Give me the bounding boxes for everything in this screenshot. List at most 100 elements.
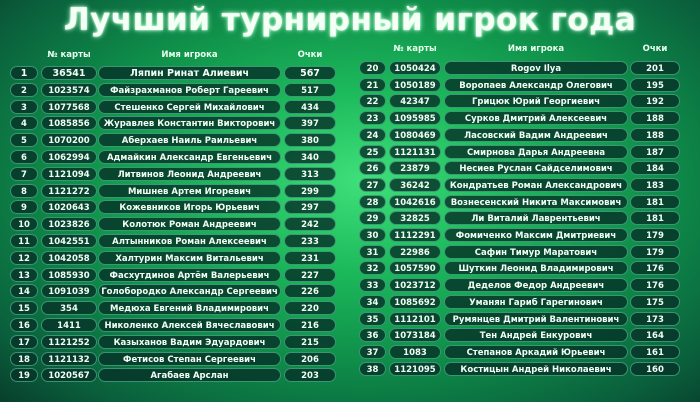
cell-rank: 18	[10, 351, 38, 366]
cell-name: Смирнова Дарья Андреевна	[444, 144, 628, 159]
cell-points: 299	[284, 183, 336, 198]
cell-points: 517	[284, 82, 336, 97]
cell-card: 42347	[389, 94, 441, 109]
cell-name: Мишнев Артем Игоревич	[98, 183, 281, 198]
cell-points: 161	[630, 344, 680, 359]
cell-card: 1083	[389, 344, 441, 359]
cell-card: 1050424	[389, 61, 441, 75]
cell-card: 1095985	[389, 111, 441, 126]
cell-name: Костицын Андрей Николаевич	[444, 361, 628, 376]
cell-rank: 32	[359, 261, 386, 276]
cell-rank: 6	[10, 150, 38, 164]
cell-points: 216	[284, 318, 336, 332]
cell-points: 179	[630, 244, 680, 259]
cell-name: Кондратьев Роман Александрович	[444, 177, 628, 192]
cell-card: 22986	[389, 244, 441, 259]
cell-card: 1042616	[389, 194, 441, 209]
cell-points: 206	[284, 351, 336, 366]
cell-name: Фомиченко Максим Дмитриевич	[444, 228, 628, 242]
cell-name: Ласовский Вадим Андреевич	[444, 127, 628, 142]
cell-rank: 14	[10, 284, 38, 299]
cell-points: 313	[284, 166, 336, 181]
cell-points: 203	[284, 368, 336, 383]
cell-card: 1112291	[389, 228, 441, 242]
cell-rank: 5	[10, 133, 38, 148]
cell-rank: 9	[10, 200, 38, 215]
cell-points: 192	[630, 94, 680, 109]
header-name: Имя игрока	[507, 44, 565, 54]
cell-rank: 31	[359, 244, 386, 259]
cell-points: 201	[630, 61, 680, 75]
cell-card: 1121131	[389, 144, 441, 159]
cell-name: Степанов Аркадий Юрьевич	[444, 344, 628, 359]
cell-points: 184	[630, 161, 680, 176]
cell-card: 1023826	[41, 217, 97, 232]
cell-rank: 24	[359, 127, 386, 142]
cell-points: 397	[284, 116, 336, 131]
cell-rank: 22	[359, 94, 386, 109]
cell-name: Голобородко Александр Сергеевич	[98, 284, 281, 299]
cell-points: 173	[630, 311, 680, 326]
cell-name: Агабаев Арслан	[98, 368, 281, 383]
cell-rank: 10	[10, 217, 38, 232]
cell-rank: 23	[359, 111, 386, 126]
cell-rank: 36	[359, 328, 386, 343]
cell-rank: 12	[10, 250, 38, 265]
cell-points: 188	[630, 111, 680, 126]
cell-card: 36242	[389, 177, 441, 192]
cell-rank: 29	[359, 211, 386, 226]
cell-name: Несиев Руслан Сайдселимович	[444, 161, 628, 176]
cell-points: 183	[630, 177, 680, 192]
cell-rank: 35	[359, 311, 386, 326]
cell-points: 380	[284, 133, 336, 148]
cell-card: 1121094	[41, 166, 97, 181]
cell-card: 1112101	[389, 311, 441, 326]
cell-name: Сафин Тимур Маратович	[444, 244, 628, 259]
cell-name: Шуткин Леонид Владимирович	[444, 261, 628, 276]
cell-card: 1020567	[41, 368, 97, 383]
cell-card: 1077568	[41, 99, 97, 114]
cell-card: 1085930	[41, 267, 97, 282]
cell-points: 164	[630, 328, 680, 343]
cell-rank: 34	[359, 294, 386, 309]
cell-rank: 20	[359, 61, 386, 75]
cell-rank: 37	[359, 344, 386, 359]
cell-card: 1121132	[41, 351, 97, 366]
cell-name: Литвинов Леонид Андреевич	[98, 166, 281, 181]
cell-rank: 15	[10, 301, 38, 316]
cell-card: 1091039	[41, 284, 97, 299]
cell-name: Сурков Дмитрий Алексеевич	[444, 111, 628, 126]
cell-rank: 33	[359, 278, 386, 293]
cell-name: Колотюк Роман Андреевич	[98, 217, 281, 232]
cell-rank: 11	[10, 234, 38, 248]
cell-points: 231	[284, 250, 336, 265]
cell-points: 181	[630, 211, 680, 226]
cell-rank: 16	[10, 318, 38, 332]
cell-name: Кожевников Игорь Юрьевич	[98, 200, 281, 215]
cell-card: 1020643	[41, 200, 97, 215]
cell-rank: 17	[10, 334, 38, 349]
cell-card: 354	[41, 301, 97, 316]
page-title: Лучший турнирный игрок года	[63, 2, 637, 38]
cell-points: 297	[284, 200, 336, 215]
cell-card: 36541	[41, 66, 97, 80]
cell-card: 23879	[389, 161, 441, 176]
cell-card: 1062994	[41, 150, 97, 164]
cell-rank: 13	[10, 267, 38, 282]
cell-card: 1085692	[389, 294, 441, 309]
header-points: Очки	[642, 44, 668, 54]
cell-card: 1057590	[389, 261, 441, 276]
cell-name: Журавлев Константин Викторович	[98, 116, 281, 131]
cell-rank: 1	[10, 66, 38, 80]
cell-card: 1050189	[389, 77, 441, 92]
cell-rank: 30	[359, 228, 386, 242]
cell-points: 233	[284, 234, 336, 248]
cell-card: 1042058	[41, 250, 97, 265]
header-card: № карты	[393, 44, 437, 54]
header-name: Имя игрока	[161, 50, 218, 60]
cell-rank: 26	[359, 161, 386, 176]
cell-name: Медюха Евгений Владимирович	[98, 301, 281, 316]
cell-name: Деделов Федор Андреевич	[444, 278, 628, 293]
cell-points: 175	[630, 294, 680, 309]
cell-name: Ли Виталий Лаврентьевич	[444, 211, 628, 226]
